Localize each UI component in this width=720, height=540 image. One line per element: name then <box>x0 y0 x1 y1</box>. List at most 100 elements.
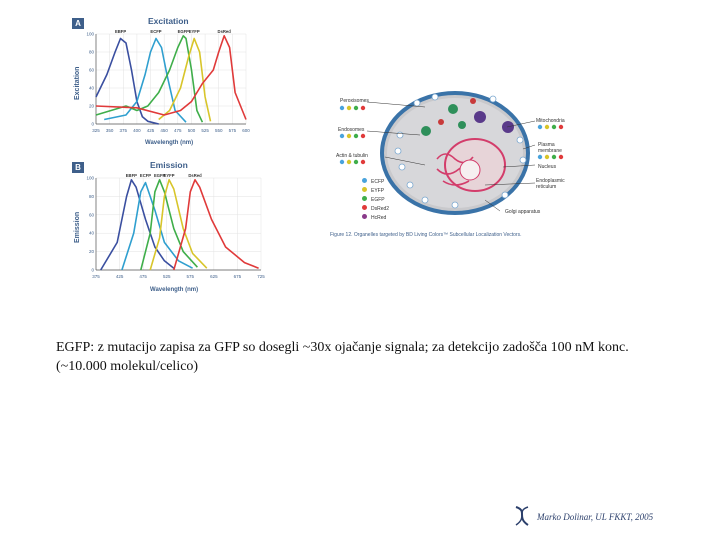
y-tick-label: 100 <box>86 176 94 181</box>
x-tick-label: 400 <box>133 128 141 133</box>
series-label-ebfp: EBFP <box>115 29 126 34</box>
series-line-egfp <box>140 179 198 271</box>
legend-item: EGFP <box>362 196 389 205</box>
mito-dots <box>537 124 564 130</box>
x-tick-label: 375 <box>92 274 100 279</box>
series-label-dsred: DsRed <box>218 29 232 34</box>
legend-item: ECFP <box>362 178 389 187</box>
series-label-ecfp: ECFP <box>150 29 161 34</box>
cell-diagram <box>366 91 536 215</box>
legend-label: ECFP <box>371 179 385 185</box>
cell-label-actin-tubulin: Actin & tubulin <box>336 153 368 159</box>
series-label-eyfp: EYFP <box>189 29 200 34</box>
dna-logo-icon <box>515 506 529 526</box>
cell-figure-caption: Figure 12. Organelles targeted by BD Liv… <box>330 232 522 238</box>
organelle-green-2 <box>421 126 431 136</box>
series-label-eyfp: EYFP <box>164 173 175 178</box>
x-tick-label: 525 <box>201 128 209 133</box>
excitation-xlabel: Wavelength (nm) <box>145 140 194 146</box>
x-tick-label: 450 <box>160 128 168 133</box>
x-tick-label: 575 <box>229 128 237 133</box>
excitation-chart: 325 350 375 400 425 450 475 500 525 550 575 600 0 20 4… <box>86 29 250 133</box>
legend-label: HcRed <box>371 215 387 221</box>
x-tick-label: 675 <box>234 274 242 279</box>
x-tick-label: 425 <box>147 128 155 133</box>
cell-label-plasma-membrane: Plasma membrane <box>538 142 562 154</box>
series-line-ebfp <box>95 37 159 125</box>
panel-a-badge: A <box>72 18 84 29</box>
y-tick-label: 40 <box>89 86 95 91</box>
series-line-ebfp <box>100 179 175 271</box>
series-label-egfp: EGFP <box>178 29 190 34</box>
y-tick-label: 20 <box>89 249 95 254</box>
organelle-green-3 <box>458 121 466 129</box>
legend-dot <box>362 205 367 210</box>
footer-credit: Marko Dolinar, UL FKKT, 2005 <box>537 512 654 522</box>
membrane-dots <box>537 154 564 160</box>
peroxisome-dots <box>339 105 366 111</box>
cell-label-endosomes: Endosomes <box>338 127 365 133</box>
series-label-egfp: EGFP <box>154 173 166 178</box>
excitation-ylabel: Excitation <box>74 66 81 100</box>
x-tick-label: 725 <box>257 274 265 279</box>
cell-label-er: Endoplasmic reticulum <box>536 178 565 190</box>
x-tick-label: 475 <box>174 128 182 133</box>
label-dot-rows <box>339 105 564 165</box>
emission-chart: 375 425 475 525 575 625 675 725 0 20 40 60 80 100 EBFP… <box>86 173 265 279</box>
series-line-egfp <box>95 35 204 123</box>
actin-dots <box>339 159 366 165</box>
legend-label: EGFP <box>371 197 385 203</box>
nucleolus <box>459 159 481 181</box>
x-tick-label: 500 <box>188 128 196 133</box>
y-tick-label: 40 <box>89 231 95 236</box>
membrane-vesicles <box>394 93 527 209</box>
legend-label: DsRed2 <box>371 206 390 212</box>
cell-label-peroxisomes: Peroxisomes <box>340 98 369 104</box>
emission-ylabel: Emission <box>74 211 81 243</box>
legend-item: DsRed2 <box>362 205 389 214</box>
organelle-red-2 <box>470 98 476 104</box>
label-leader-lines <box>366 101 536 212</box>
x-tick-label: 475 <box>139 274 147 279</box>
y-tick-label: 60 <box>89 68 95 73</box>
cell-label-nucleus: Nucleus <box>538 164 557 170</box>
x-tick-label: 375 <box>120 128 128 133</box>
endosome-dots <box>339 133 366 139</box>
series-line-eyfp <box>158 37 212 122</box>
y-tick-label: 60 <box>89 212 95 217</box>
legend-dot <box>362 178 367 183</box>
series-line-dsred <box>173 179 259 271</box>
y-tick-label: 80 <box>89 194 95 199</box>
legend-item: HcRed <box>362 214 389 223</box>
cell-label-golgi: Golgi apparatus <box>505 209 541 215</box>
x-tick-label: 525 <box>163 274 171 279</box>
series-line-ecfp <box>121 181 193 271</box>
cell-label-mitochondria: Mitochondria <box>536 118 565 124</box>
organelle-green-1 <box>448 104 458 114</box>
organelle-red-1 <box>438 119 444 125</box>
x-tick-label: 575 <box>187 274 195 279</box>
legend-dot <box>362 196 367 201</box>
mitochondrion-1 <box>474 111 486 123</box>
emission-title: Emission <box>150 160 188 170</box>
x-tick-label: 425 <box>116 274 124 279</box>
series-label-ebfp: EBFP <box>126 173 137 178</box>
series-label-dsred: DsRed <box>188 173 202 178</box>
emission-xlabel: Wavelength (nm) <box>150 287 199 293</box>
slide-caption: EGFP: z mutacijo zapisa za GFP so dosegl… <box>56 340 629 374</box>
x-tick-label: 325 <box>92 128 100 133</box>
legend-dot <box>362 214 367 219</box>
y-tick-label: 100 <box>86 32 94 37</box>
y-tick-label: 0 <box>91 268 94 273</box>
x-tick-label: 625 <box>210 274 218 279</box>
y-tick-label: 0 <box>91 122 94 127</box>
series-label-ecfp: ECFP <box>140 173 151 178</box>
legend-item: EYFP <box>362 187 389 196</box>
x-tick-label: 600 <box>242 128 250 133</box>
legend-dot <box>362 187 367 192</box>
x-tick-label: 550 <box>215 128 223 133</box>
y-tick-label: 20 <box>89 104 95 109</box>
panel-b-badge: B <box>72 162 84 173</box>
y-tick-label: 80 <box>89 50 95 55</box>
x-tick-label: 350 <box>106 128 114 133</box>
